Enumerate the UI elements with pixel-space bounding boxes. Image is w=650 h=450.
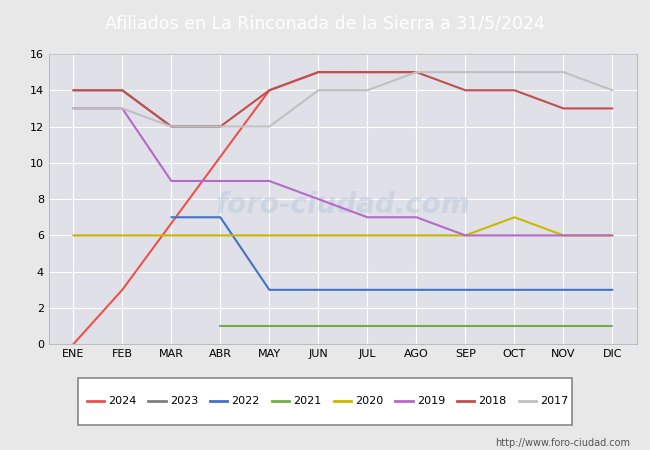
- Text: http://www.foro-ciudad.com: http://www.foro-ciudad.com: [495, 438, 630, 448]
- Text: 2020: 2020: [355, 396, 383, 405]
- Text: 2022: 2022: [231, 396, 260, 405]
- Text: 2018: 2018: [478, 396, 506, 405]
- FancyBboxPatch shape: [79, 378, 571, 425]
- Text: 2021: 2021: [293, 396, 321, 405]
- Text: 2017: 2017: [540, 396, 568, 405]
- Text: foro-ciudad.com: foro-ciudad.com: [216, 191, 470, 219]
- Text: Afiliados en La Rinconada de la Sierra a 31/5/2024: Afiliados en La Rinconada de la Sierra a…: [105, 14, 545, 33]
- Text: 2023: 2023: [170, 396, 198, 405]
- Text: 2024: 2024: [108, 396, 136, 405]
- Text: 2019: 2019: [417, 396, 445, 405]
